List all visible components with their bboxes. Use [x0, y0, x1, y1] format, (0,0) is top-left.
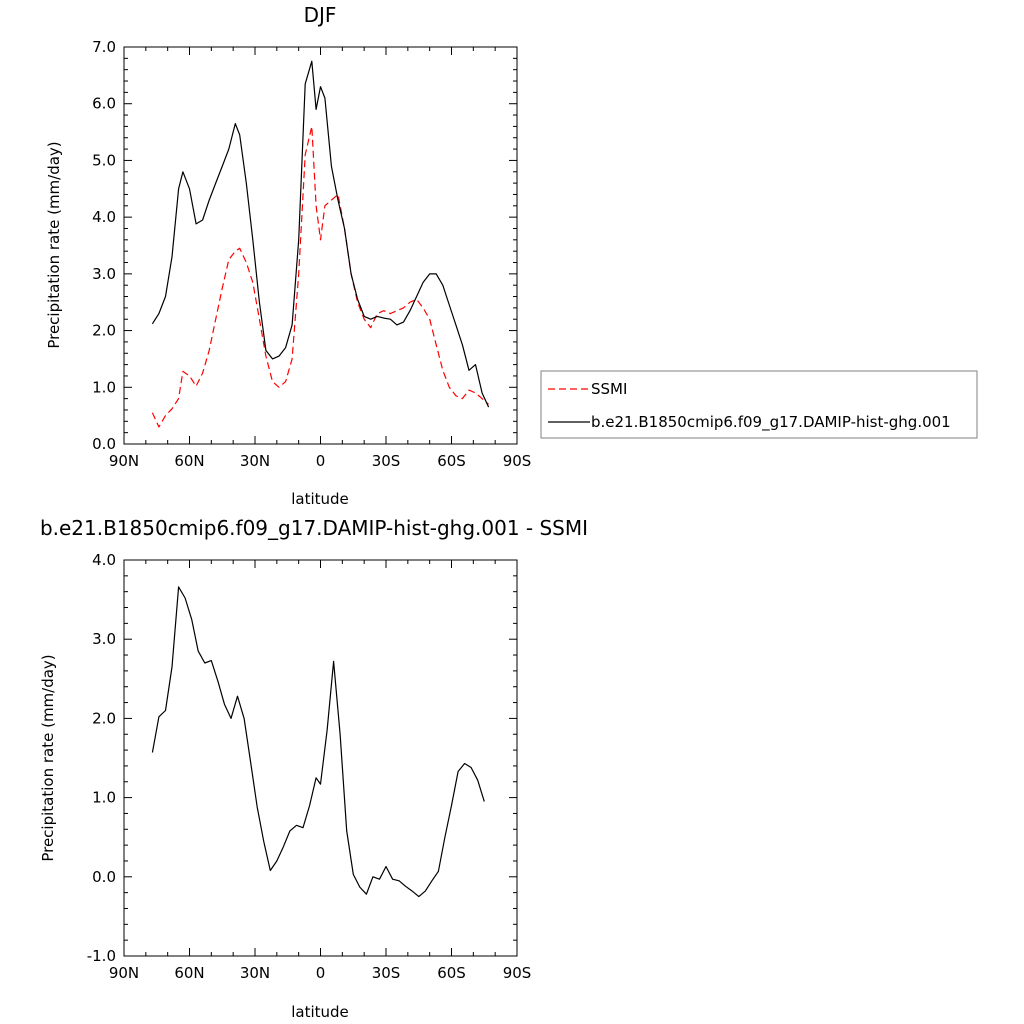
- series-group: [151, 586, 485, 898]
- series-group: [151, 60, 490, 428]
- ticks-group: 90N 60N 30N 0 30S 60S 90S 0.0 1.0 2.0 3.0 4.0 5.0 6.0…: [92, 38, 531, 470]
- chart-title: b.e21.B1850cmip6.f09_g17.DAMIP-hist-ghg.…: [40, 516, 588, 540]
- x-tick-label: 30S: [372, 964, 401, 982]
- y-tick-label: 0.0: [92, 435, 116, 453]
- legend-box: [540, 370, 978, 439]
- x-tick-label: 60N: [174, 964, 204, 982]
- y-tick-label: 4.0: [92, 551, 116, 569]
- y-tick-label: 1.0: [92, 789, 116, 807]
- series-line-b-e21-b1850cmip6-f09-g17-damip-hist-ghg-001: [151, 60, 490, 408]
- chart-difference: b.e21.B1850cmip6.f09_g17.DAMIP-hist-ghg.…: [39, 516, 588, 1021]
- chart-title: DJF: [304, 3, 337, 27]
- x-tick-label: 60S: [437, 452, 466, 470]
- x-tick-label: 90N: [109, 964, 139, 982]
- y-tick-label: 1.0: [92, 378, 116, 396]
- y-tick-label: 2.0: [92, 322, 116, 340]
- x-tick-label: 30S: [372, 452, 401, 470]
- series-line-difference: [151, 586, 485, 898]
- legend-label-model: b.e21.B1850cmip6.f09_g17.DAMIP-hist-ghg.…: [591, 413, 951, 432]
- y-tick-label: 5.0: [92, 151, 116, 169]
- y-tick-label: 4.0: [92, 208, 116, 226]
- y-tick-label: 3.0: [92, 630, 116, 648]
- y-tick-label: 7.0: [92, 38, 116, 56]
- x-tick-label: 30N: [240, 452, 270, 470]
- x-tick-label: 0: [316, 964, 326, 982]
- x-tick-label: 60S: [437, 964, 466, 982]
- x-tick-label: 60N: [174, 452, 204, 470]
- legend: SSMI b.e21.B1850cmip6.f09_g17.DAMIP-hist…: [540, 370, 978, 439]
- chart-djf: DJF 90N 60N 30N 0 30S 60S 90S 0.0 1.0 2.0 3.0 4.0 5.…: [45, 3, 978, 508]
- x-tick-label: 30N: [240, 964, 270, 982]
- x-tick-label: 90S: [503, 452, 532, 470]
- y-tick-label: 3.0: [92, 265, 116, 283]
- y-axis-label: Precipitation rate (mm/day): [45, 141, 63, 348]
- x-tick-label: 90S: [503, 964, 532, 982]
- x-tick-label: 90N: [109, 452, 139, 470]
- legend-label-ssmi: SSMI: [591, 380, 627, 398]
- y-tick-label: 2.0: [92, 709, 116, 727]
- plot-frame: [123, 559, 518, 957]
- y-axis-label: Precipitation rate (mm/day): [39, 654, 57, 861]
- y-tick-label: -1.0: [87, 947, 116, 965]
- x-axis-label: latitude: [291, 490, 349, 508]
- series-line-ssmi: [151, 125, 489, 428]
- y-tick-label: 0.0: [92, 868, 116, 886]
- plot-frame: [123, 46, 518, 445]
- y-tick-label: 6.0: [92, 95, 116, 113]
- ticks-group: 90N 60N 30N 0 30S 60S 90S -1.0 0.0 1.0 2.0 3.0 4.0: [87, 551, 532, 982]
- x-axis-label: latitude: [291, 1003, 349, 1021]
- x-tick-label: 0: [316, 452, 326, 470]
